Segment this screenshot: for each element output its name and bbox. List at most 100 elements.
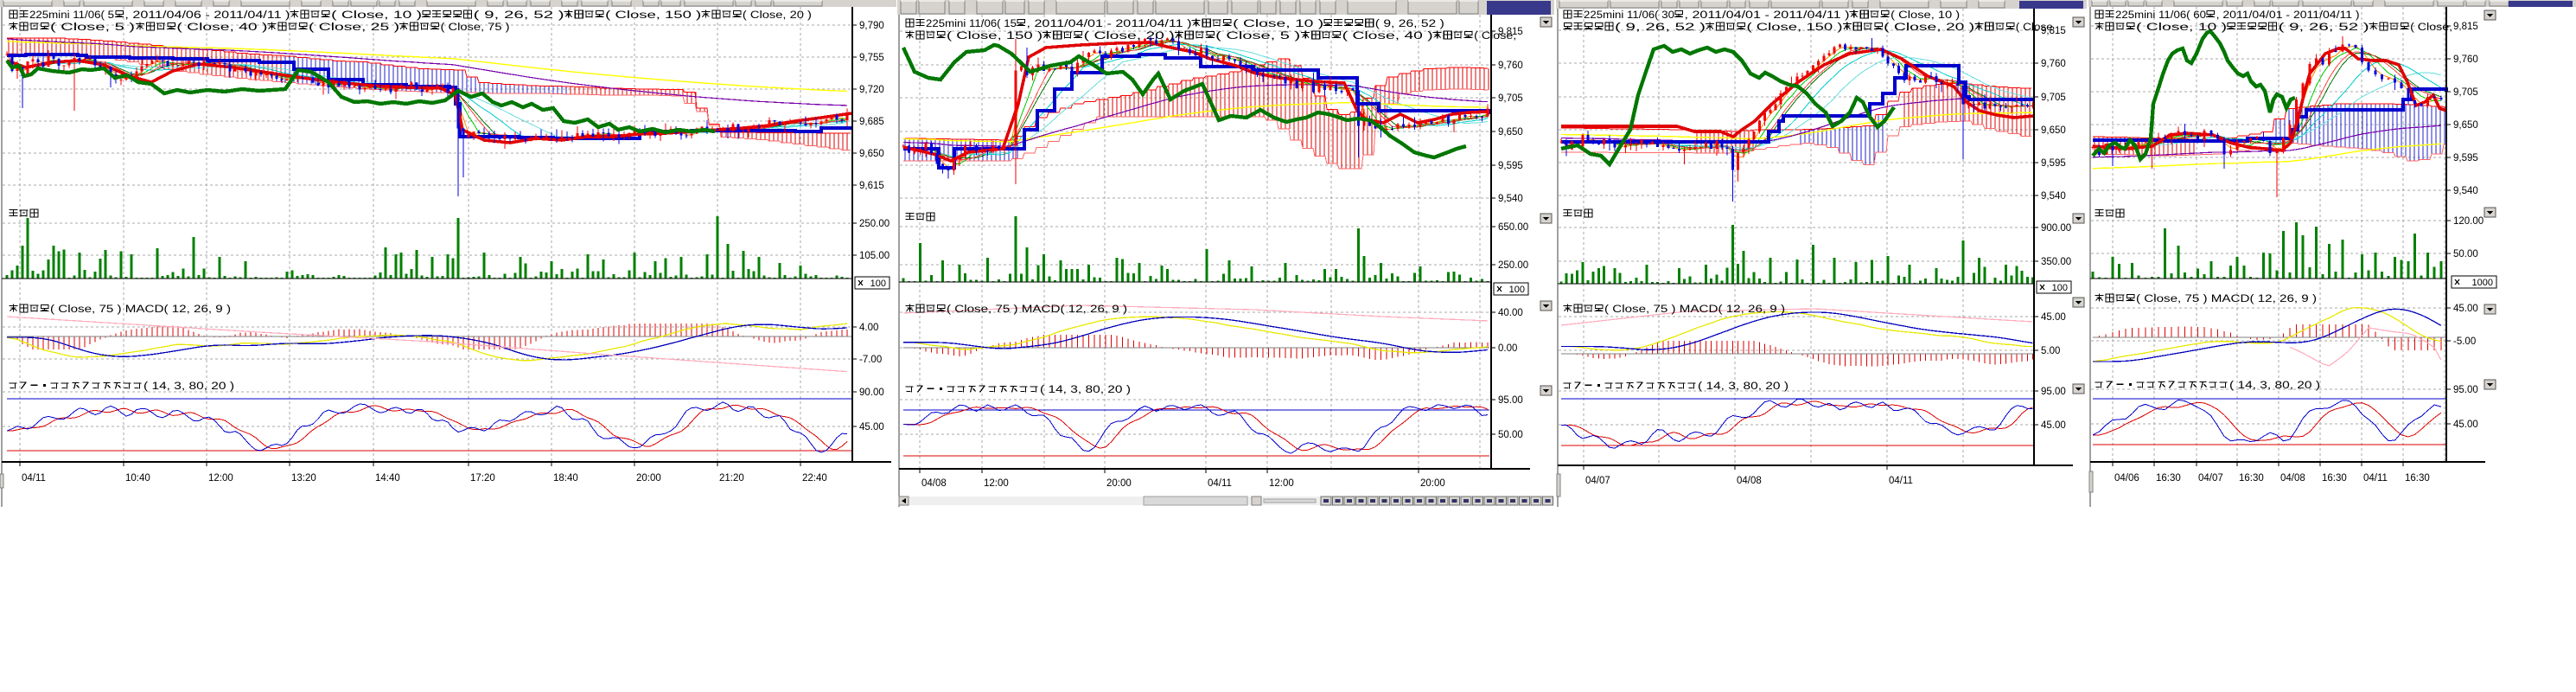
svg-text:95.00: 95.00 (2453, 385, 2478, 395)
svg-text:( Close, 75 ) MACD( 12, 26,: ( Close, 75 ) MACD( 12, 26, 9 ) (947, 304, 1127, 315)
svg-text:350.00: 350.00 (2041, 257, 2071, 267)
svg-text:45.00: 45.00 (2453, 420, 2478, 430)
svg-text:9,650: 9,650 (1498, 127, 1523, 138)
svg-text:04/08: 04/08 (1737, 476, 1762, 486)
svg-text:9,540: 9,540 (2041, 191, 2066, 202)
svg-text:( Close: ( Close (2016, 22, 2053, 33)
svg-text:9,705: 9,705 (2041, 93, 2066, 103)
svg-text:45.00: 45.00 (2041, 420, 2066, 431)
svg-text:16:30: 16:30 (2239, 473, 2264, 484)
svg-text:9,705: 9,705 (2453, 87, 2478, 98)
svg-text:, 2011/04/01 - 2011/04/11 ): , 2011/04/01 - 2011/04/11 ) (1027, 19, 1192, 29)
svg-text:, 2011/04/01 - 2011/04/11 ): , 2011/04/01 - 2011/04/11 ) (1685, 10, 1850, 21)
svg-text:( Close, 10 ): ( Close, 10 ) (331, 10, 422, 21)
svg-text:( Close, 10 ): ( Close, 10 ) (1233, 19, 1323, 29)
svg-text:04/11: 04/11 (1889, 476, 1913, 486)
svg-text:21:20: 21:20 (719, 473, 744, 484)
svg-text:1000: 1000 (2472, 278, 2493, 288)
svg-text:04/08: 04/08 (2280, 473, 2305, 484)
svg-text:( Close, 75 ) MACD( 12, 26,: ( Close, 75 ) MACD( 12, 26, 9 ) (2136, 294, 2317, 304)
svg-text:( 14, 3, 80, 20 ): ( 14, 3, 80, 20 ) (1040, 385, 1131, 395)
svg-text:20:00: 20:00 (636, 473, 661, 484)
svg-text:( Close, 75 ) MACD( 12, 26,: ( Close, 75 ) MACD( 12, 26, 9 ) (50, 304, 231, 315)
svg-text:( Close, 150 ): ( Close, 150 ) (1747, 22, 1843, 33)
svg-text:9,760: 9,760 (2041, 59, 2066, 69)
svg-text:( 14, 3, 80, 20 ): ( 14, 3, 80, 20 ) (143, 381, 234, 392)
svg-text:105.00: 105.00 (859, 251, 889, 261)
svg-text:100: 100 (2052, 283, 2068, 293)
svg-text:( Close,: ( Close, (1474, 31, 1516, 42)
svg-text:225mini 11/06( 5: 225mini 11/06( 5 (29, 10, 114, 21)
svg-text:9,760: 9,760 (1498, 61, 1523, 71)
svg-text:16:30: 16:30 (2156, 473, 2181, 484)
svg-text:45.00: 45.00 (2453, 304, 2478, 314)
svg-text:16:30: 16:30 (2322, 473, 2347, 484)
svg-text:20:00: 20:00 (1420, 478, 1445, 489)
svg-text:9,755: 9,755 (859, 53, 884, 63)
svg-text:225mini 11/06( 15: 225mini 11/06( 15 (926, 19, 1017, 29)
svg-text:( 14, 3, 80, 20 ): ( 14, 3, 80, 20 ) (2229, 381, 2320, 391)
svg-text:9,790: 9,790 (859, 21, 884, 31)
svg-text:9,685: 9,685 (859, 117, 884, 127)
svg-text:9,595: 9,595 (2041, 158, 2066, 169)
svg-text:( Close, 75 ): ( Close, 75 ) (441, 22, 510, 33)
svg-text:( Close, 5 ): ( Close, 5 ) (50, 22, 135, 33)
svg-text:9,815: 9,815 (2453, 22, 2478, 32)
svg-text:9,595: 9,595 (2453, 153, 2478, 163)
svg-text:120.00: 120.00 (2453, 216, 2484, 227)
svg-text:( Close, 20 ): ( Close, 20 ) (743, 10, 812, 21)
svg-text:250.00: 250.00 (859, 219, 889, 229)
svg-text:( 14, 3, 80, 20 ): ( 14, 3, 80, 20 ) (1698, 381, 1789, 392)
svg-text:45.00: 45.00 (2041, 312, 2066, 323)
svg-text:10:40: 10:40 (125, 473, 150, 484)
svg-text:04/11: 04/11 (2363, 473, 2388, 484)
svg-text:90.00: 90.00 (859, 388, 884, 398)
svg-text:( 9, 26, 52 ): ( 9, 26, 52 ) (1615, 22, 1706, 33)
svg-text:( Close, 150 ): ( Close, 150 ) (947, 31, 1043, 42)
svg-text:45.00: 45.00 (859, 422, 884, 432)
svg-text:9,540: 9,540 (1498, 194, 1523, 204)
svg-text:( Close, 25 ): ( Close, 25 ) (309, 22, 399, 33)
svg-text:, 2011/04/01 - 2011/04/11 ): , 2011/04/01 - 2011/04/11 ) (2216, 10, 2360, 21)
svg-text:9,650: 9,650 (2453, 120, 2478, 131)
svg-text:5.00: 5.00 (2041, 346, 2060, 356)
svg-text:( Close, 10 ): ( Close, 10 ) (2136, 22, 2227, 33)
svg-text:( Close, 40 ): ( Close, 40 ) (1342, 31, 1433, 42)
svg-text:225mini 11/06( 60: 225mini 11/06( 60 (2115, 10, 2206, 21)
svg-text:9,595: 9,595 (1498, 161, 1523, 171)
svg-text:9,615: 9,615 (859, 181, 884, 191)
svg-text:95.00: 95.00 (1498, 395, 1523, 406)
svg-text:( 9, 26, 52 ): ( 9, 26, 52 ) (1375, 19, 1444, 29)
svg-text:100: 100 (870, 279, 886, 289)
svg-text:9,815: 9,815 (2041, 26, 2066, 36)
svg-text:20:00: 20:00 (1106, 478, 1132, 489)
svg-text:900.00: 900.00 (2041, 223, 2071, 234)
svg-text:04/07: 04/07 (1585, 476, 1610, 486)
svg-text:9,720: 9,720 (859, 85, 884, 95)
svg-text:14:40: 14:40 (375, 473, 400, 484)
svg-text:04/08: 04/08 (921, 478, 947, 489)
svg-text:95.00: 95.00 (2041, 387, 2066, 397)
svg-text:( Close, 20 ): ( Close, 20 ) (1884, 22, 1974, 33)
svg-text:04/11: 04/11 (1208, 478, 1232, 489)
svg-text:100: 100 (1509, 285, 1525, 295)
svg-text:0.00: 0.00 (1498, 343, 1517, 354)
svg-text:4.00: 4.00 (859, 323, 878, 333)
svg-text:9,760: 9,760 (2453, 54, 2478, 65)
svg-text:12:00: 12:00 (208, 473, 233, 484)
svg-text:, 2011/04/06 - 2011/04/11 ): , 2011/04/06 - 2011/04/11 ) (124, 10, 290, 21)
svg-text:9,815: 9,815 (1498, 27, 1523, 37)
svg-text:16:30: 16:30 (2405, 473, 2430, 484)
svg-text:-7.00: -7.00 (859, 355, 882, 365)
svg-text:225mini 11/06( 30: 225mini 11/06( 30 (1584, 10, 1674, 21)
svg-text:9,650: 9,650 (859, 149, 884, 159)
svg-text:( Close, 150 ): ( Close, 150 ) (605, 10, 701, 21)
svg-text:( Close, 5 ): ( Close, 5 ) (1215, 31, 1300, 42)
svg-text:9,650: 9,650 (2041, 125, 2066, 136)
svg-text:12:00: 12:00 (984, 478, 1009, 489)
svg-text:( Close, 20 ): ( Close, 20 ) (1084, 31, 1175, 42)
svg-text:40.00: 40.00 (1498, 308, 1523, 318)
svg-text:( Close,: ( Close, (2410, 22, 2452, 33)
svg-text:( Close, 75 ) MACD( 12, 26,: ( Close, 75 ) MACD( 12, 26, 9 ) (1604, 304, 1785, 315)
svg-text:22:40: 22:40 (802, 473, 827, 484)
